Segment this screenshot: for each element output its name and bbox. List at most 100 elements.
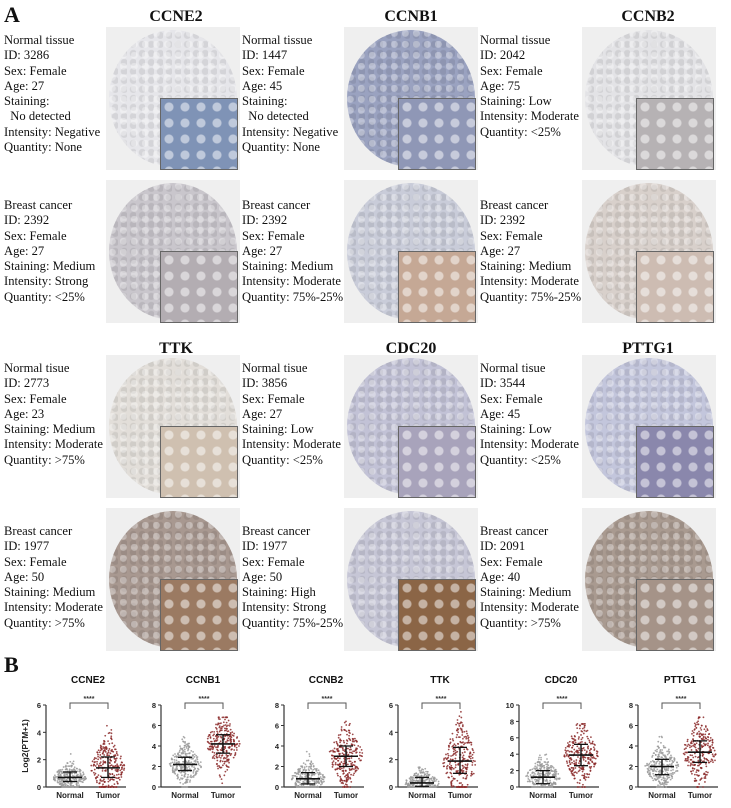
panel-a-label: A	[4, 2, 20, 27]
sample-info-line: Intensity: Moderate	[480, 109, 579, 124]
y-tick-label: 0	[510, 783, 514, 792]
y-tick-label: 0	[152, 783, 156, 792]
x-category-label: Normal	[294, 791, 322, 800]
sample-info-line: Sex: Female	[242, 391, 305, 406]
sample-info-line: Intensity: Strong	[4, 274, 89, 289]
sample-info-line: Sex: Female	[242, 63, 305, 78]
sample-info-line: Normal tissue	[242, 33, 313, 47]
sample-info: Normal tisue ID: 3856 Sex: Female Age: 27 St…	[242, 361, 341, 468]
tissue-microarray-image	[344, 355, 478, 498]
sample-info-line: Quantity: <25%	[480, 452, 561, 467]
sample-info: Normal tissue ID: 1447 Sex: Female Age: 45 S…	[242, 33, 338, 155]
chart-title: CCNB1	[185, 675, 221, 686]
tissue-microarray-image	[106, 508, 240, 651]
sample-info-line: Intensity: Moderate	[4, 600, 103, 615]
sample-info-line: ID: 2392	[4, 213, 50, 228]
sample-info-line: Sex: Female	[242, 228, 305, 243]
y-tick-label: 10	[506, 701, 514, 710]
sample-info-line: Sex: Female	[242, 554, 305, 569]
magnified-inset	[398, 579, 476, 651]
sample-info-line: Age: 75	[480, 78, 521, 93]
sample-info-line: Sex: Female	[480, 554, 543, 569]
magnified-inset	[398, 251, 476, 323]
sample-info-line: Sex: Female	[480, 391, 543, 406]
sample-info-line: Staining: Low	[480, 94, 552, 109]
sample-info-line: Intensity: Moderate	[242, 274, 341, 289]
scatter-chart-ccnb2: CCNB2 0 2 4 6 8 Normal Tumor ****	[258, 675, 368, 805]
y-tick-label: 2	[152, 763, 156, 772]
gene-title-pttg1: PTTG1	[622, 340, 674, 357]
y-tick-label: 6	[389, 701, 393, 710]
tissue-microarray-image	[344, 180, 478, 323]
sample-info-line: Quantity: 75%-25%	[242, 289, 344, 304]
sample-info-line: ID: 3856	[242, 376, 288, 391]
sample-info-line: Normal tissue	[4, 33, 75, 47]
scatter-chart-ttk: TTK 0 2 4 6 Normal Tumor ****	[372, 675, 482, 805]
x-category-label: Tumor	[334, 791, 358, 800]
sample-info-line: Intensity: Moderate	[480, 274, 579, 289]
sample-info: Normal tisue ID: 2773 Sex: Female Age: 23 St…	[4, 361, 103, 468]
sample-info-line: No detected	[4, 109, 71, 124]
sample-info-line: ID: 1447	[242, 48, 288, 63]
x-category-label: Tumor	[569, 791, 593, 800]
x-category-label: Tumor	[688, 791, 712, 800]
gene-title-ccnb2: CCNB2	[621, 8, 675, 25]
sample-info-line: Staining: Medium	[480, 259, 572, 274]
sample-info-line: Sex: Female	[4, 554, 67, 569]
gene-title-ccne2: CCNE2	[149, 8, 203, 25]
scatter-chart-ccnb1: CCNB1 0 2 4 6 8 Normal Tumor ****	[135, 675, 245, 805]
sample-info-line: Age: 27	[242, 243, 283, 258]
sample-info: Normal tisue ID: 3544 Sex: Female Age: 45 St…	[480, 361, 579, 468]
sample-info-line: Age: 23	[4, 406, 45, 421]
sample-info-line: Breast cancer	[4, 524, 73, 538]
significance-marker: ****	[84, 696, 95, 703]
sample-info: Breast cancer ID: 2392 Sex: Female Age: 27 S…	[4, 198, 95, 305]
sample-info-line: Staining: Medium	[480, 585, 572, 600]
tissue-microarray-image	[106, 355, 240, 498]
sample-info-line: Intensity: Strong	[242, 600, 327, 615]
significance-marker: ****	[557, 696, 568, 703]
y-tick-label: 4	[629, 742, 634, 751]
tissue-microarray-image	[582, 508, 716, 651]
y-tick-label: 0	[389, 783, 393, 792]
sample-info: Normal tissue ID: 2042 Sex: Female Age: 75 S…	[480, 33, 579, 140]
sample-info-line: Staining: High	[242, 585, 316, 600]
sample-info-line: Intensity: Moderate	[4, 437, 103, 452]
x-category-label: Tumor	[448, 791, 472, 800]
sample-info-line: Age: 27	[242, 406, 283, 421]
magnified-inset	[160, 426, 238, 498]
tissue-microarray-image	[582, 27, 716, 170]
chart-title: CCNB2	[308, 675, 344, 686]
y-tick-label: 6	[275, 722, 279, 731]
sample-info-line: Age: 50	[4, 569, 45, 584]
x-category-label: Normal	[408, 791, 436, 800]
significance-marker: ****	[676, 696, 687, 703]
sample-info-line: Intensity: Negative	[4, 124, 101, 139]
y-tick-label: 2	[37, 756, 41, 765]
y-tick-label: 4	[389, 728, 394, 737]
sample-info-line: ID: 2091	[480, 539, 526, 554]
tissue-microarray-image	[106, 27, 240, 170]
gene-title-ttk: TTK	[159, 340, 193, 357]
y-tick-label: 2	[510, 767, 514, 776]
tissue-microarray-image	[106, 180, 240, 323]
tissue-microarray-image	[582, 355, 716, 498]
y-axis-label: Log2(PTM+1)	[20, 719, 30, 773]
sample-info-line: Age: 40	[480, 569, 521, 584]
tissue-microarray-image	[344, 27, 478, 170]
chart-title: PTTG1	[663, 675, 697, 686]
sample-info-line: ID: 2042	[480, 48, 526, 63]
y-tick-label: 2	[389, 756, 393, 765]
y-tick-label: 8	[275, 701, 279, 710]
magnified-inset	[160, 98, 238, 170]
chart-title: CDC20	[544, 675, 578, 686]
sample-info-line: Quantity: <25%	[480, 124, 561, 139]
sample-info-line: Age: 27	[4, 243, 45, 258]
magnified-inset	[160, 579, 238, 651]
y-tick-label: 4	[275, 742, 280, 751]
sample-info-line: Age: 45	[242, 78, 283, 93]
sample-info-line: Quantity: >75%	[4, 615, 85, 630]
chart-title: TTK	[430, 675, 450, 686]
sample-info-line: Staining: Medium	[4, 259, 96, 274]
sample-info-line: Age: 27	[480, 243, 521, 258]
